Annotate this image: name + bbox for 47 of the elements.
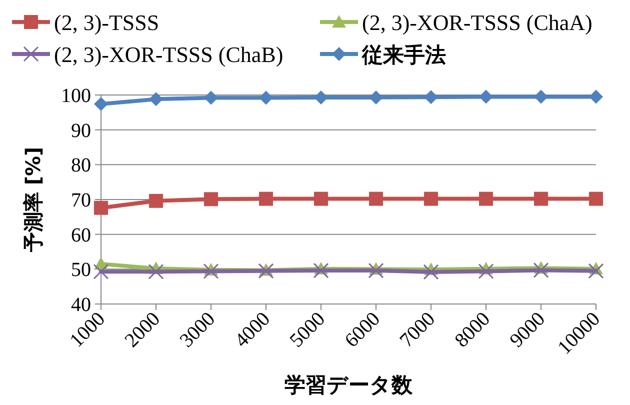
y-tick-label: 50 xyxy=(71,259,91,282)
x-tick-label: 4000 xyxy=(230,308,275,352)
legend-label: (2, 3)-TSSS xyxy=(54,10,160,35)
point xyxy=(424,192,438,206)
x-tick-label: 8000 xyxy=(450,308,495,352)
point xyxy=(533,262,549,278)
x-tick-label: 6000 xyxy=(340,308,385,352)
point xyxy=(479,90,493,104)
point xyxy=(589,192,603,206)
point xyxy=(314,90,328,104)
point xyxy=(148,264,164,280)
x-tick-label: 7000 xyxy=(396,308,440,352)
point xyxy=(534,192,548,206)
point xyxy=(93,264,109,280)
point xyxy=(149,92,163,106)
point xyxy=(203,264,219,280)
point xyxy=(204,192,218,206)
point xyxy=(369,90,383,104)
point xyxy=(478,264,494,280)
point xyxy=(369,192,383,206)
legend-label: (2, 3)-XOR-TSSS (ChaA) xyxy=(362,10,592,35)
y-tick-label: 80 xyxy=(71,154,91,177)
legend-label: (2, 3)-XOR-TSSS (ChaB) xyxy=(54,42,284,67)
point xyxy=(588,263,604,279)
point xyxy=(258,263,274,279)
x-axis-title: 学習データ数 xyxy=(284,373,414,397)
point xyxy=(259,90,273,105)
y-tick-label: 90 xyxy=(71,120,91,142)
point xyxy=(423,264,439,280)
y-tick-label: 70 xyxy=(71,190,91,212)
point xyxy=(313,262,329,278)
point xyxy=(314,192,328,206)
point xyxy=(424,90,438,104)
point xyxy=(368,262,384,278)
point xyxy=(149,194,163,208)
point xyxy=(259,192,273,206)
y-axis-title: 予測率 [%] xyxy=(21,146,45,254)
point xyxy=(534,90,548,104)
y-tick-label: 60 xyxy=(71,224,91,246)
y-tick-label: 100 xyxy=(61,85,91,107)
legend-label: 従来手法 xyxy=(361,43,446,67)
point xyxy=(204,90,218,105)
y-tick-label: 40 xyxy=(71,294,91,316)
point xyxy=(94,200,108,215)
point xyxy=(589,90,603,104)
point xyxy=(479,192,493,206)
point xyxy=(94,97,108,112)
